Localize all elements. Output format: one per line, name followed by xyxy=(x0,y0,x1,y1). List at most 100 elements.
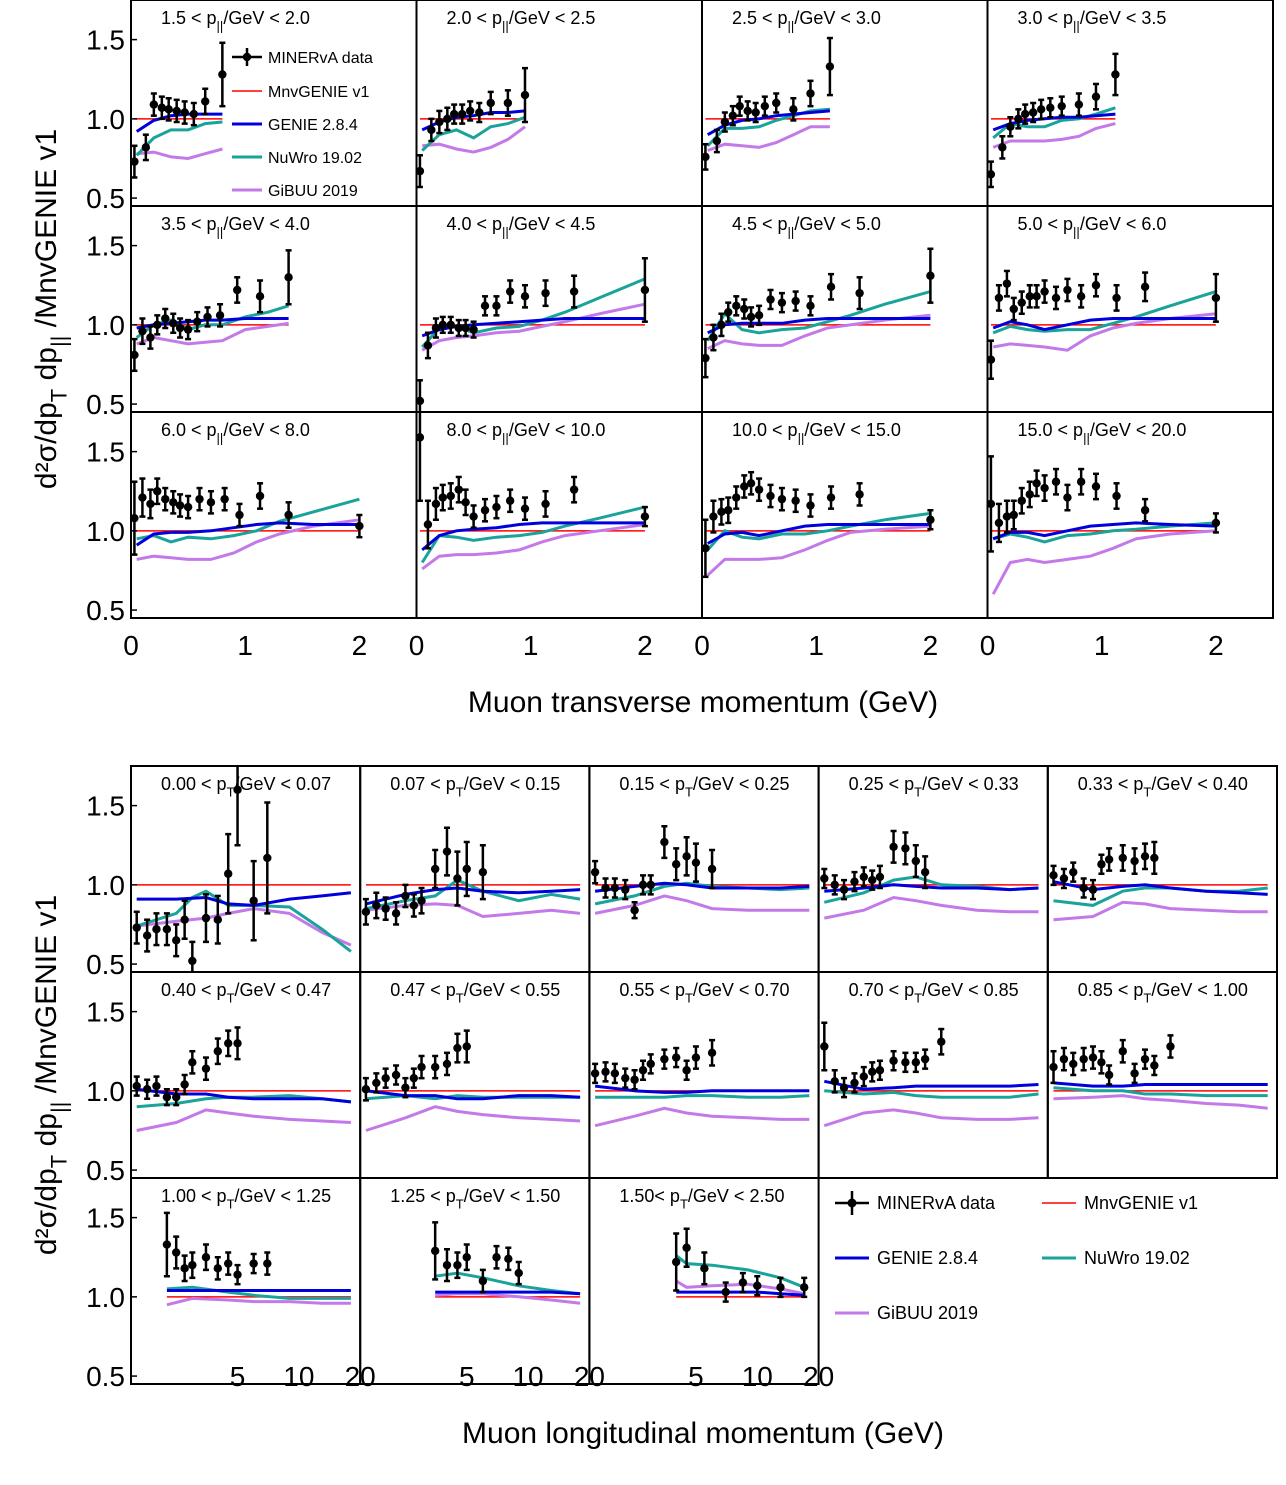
data-point xyxy=(465,106,475,116)
data-point xyxy=(462,1253,471,1262)
data-point xyxy=(638,1066,648,1075)
data-point xyxy=(284,510,293,520)
data-point xyxy=(1049,871,1058,880)
data-point xyxy=(1009,510,1018,520)
genie-line xyxy=(135,521,360,547)
y-tick-label: 0.5 xyxy=(86,949,125,980)
x-tick-label: 2 xyxy=(637,630,653,661)
data-point xyxy=(1017,496,1026,505)
data-point xyxy=(740,482,749,491)
legend-top: MINERvA data MnvGENIE v1 GENIE 2.8.4 NuWro … xyxy=(232,48,373,200)
data-point xyxy=(180,1264,189,1273)
data-point xyxy=(514,1268,523,1278)
panel-label: 1.5 < p||​/GeV < 2.0 xyxy=(161,8,310,33)
genie-line xyxy=(136,891,352,907)
data-point xyxy=(486,98,495,108)
panel-frame xyxy=(817,971,1049,1179)
gibuu-line xyxy=(706,524,931,577)
data-point xyxy=(1076,292,1086,301)
panel: 1.50< pT​/GeV < 2.50 xyxy=(588,1177,820,1385)
data-point xyxy=(855,490,864,499)
data-point xyxy=(1091,92,1101,101)
data-point xyxy=(201,913,211,923)
gibuu-line xyxy=(594,894,810,915)
data-point xyxy=(131,157,139,166)
data-point xyxy=(1112,293,1121,303)
data-point xyxy=(416,396,425,406)
x-tick-label: 1 xyxy=(523,630,539,661)
panel-label: 0.55 < pT​/GeV < 0.70 xyxy=(619,980,789,1005)
data-point xyxy=(453,1043,462,1053)
data-point xyxy=(142,931,152,940)
data-point xyxy=(203,312,212,322)
data-point xyxy=(825,62,835,71)
panel: 10.0 < p||​/GeV < 15.0 xyxy=(701,411,989,619)
panel-label: 5.0 < p||​/GeV < 6.0 xyxy=(1018,214,1167,239)
data-point xyxy=(789,105,798,114)
legend-gibuu-label: GiBUU 2019 xyxy=(877,1303,978,1323)
data-point xyxy=(875,872,885,882)
data-point xyxy=(146,499,155,509)
data-point xyxy=(520,90,530,100)
data-point xyxy=(640,285,650,295)
data-point xyxy=(994,518,1004,528)
data-point xyxy=(630,906,639,915)
data-point xyxy=(162,925,172,934)
data-point xyxy=(430,1246,440,1256)
data-point xyxy=(446,491,455,501)
genie-line xyxy=(706,523,931,545)
data-point xyxy=(987,499,996,509)
data-point xyxy=(590,867,600,877)
gibuu-line xyxy=(421,523,646,571)
data-point xyxy=(469,325,478,334)
data-point xyxy=(926,271,935,280)
data-point xyxy=(175,323,185,333)
x-tick-label: 10 xyxy=(742,1361,773,1392)
data-point xyxy=(1049,1062,1058,1072)
data-point xyxy=(1211,518,1221,528)
data-point xyxy=(423,520,433,529)
panel: 8.0 < p||​/GeV < 10.0 xyxy=(415,411,703,619)
data-point xyxy=(732,301,741,311)
gibuu-line xyxy=(992,312,1217,352)
data-point xyxy=(709,512,718,521)
panel: 0.25 < pT​/GeV < 0.33 xyxy=(817,765,1049,973)
nuwro-line xyxy=(992,290,1217,335)
panel-frame xyxy=(701,0,989,207)
y-axis-title: d²σ/dpT​ dp||​ /MnvGENIE v1 xyxy=(30,129,72,489)
gibuu-line xyxy=(991,529,1217,595)
data-point xyxy=(431,323,441,333)
panel-content xyxy=(590,1038,810,1128)
panel-label: 0.47 < pT​/GeV < 0.55 xyxy=(390,980,560,1005)
data-point xyxy=(646,880,655,890)
data-point xyxy=(504,1254,513,1264)
data-point xyxy=(1088,1053,1098,1062)
y-tick-label: 0.5 xyxy=(86,1155,125,1186)
y-tick-label: 0.5 xyxy=(86,389,125,420)
gibuu-line xyxy=(136,147,223,161)
data-point xyxy=(621,885,630,894)
data-point xyxy=(1091,281,1101,290)
data-point xyxy=(431,499,441,509)
nuwro-line xyxy=(136,497,360,544)
data-point xyxy=(777,298,787,307)
panel-content xyxy=(361,1029,581,1132)
nuwro-line xyxy=(166,1285,351,1300)
genie-line xyxy=(421,317,645,338)
panel: 1.00 < pT​/GeV < 1.25 0.5 1.0 1.5 xyxy=(86,1177,362,1392)
data-point xyxy=(478,1276,488,1286)
data-point xyxy=(201,1253,211,1262)
x-tick-label: 20 xyxy=(803,1361,834,1392)
panel-frame xyxy=(817,765,1049,973)
genie-line xyxy=(594,1084,810,1094)
data-point xyxy=(172,1248,181,1257)
x-tick-label: 20 xyxy=(574,1361,605,1392)
data-point xyxy=(453,874,462,883)
data-point xyxy=(180,1080,189,1089)
chart-2: 0.00 < pT​/GeV < 0.07 0.5 1.0 1.5 0.07 < pT​… xyxy=(30,765,1279,1450)
x-tick-label: 10 xyxy=(512,1361,543,1392)
data-point xyxy=(1051,477,1061,486)
x-tick-label: 2 xyxy=(352,630,368,661)
data-point xyxy=(453,1260,462,1270)
